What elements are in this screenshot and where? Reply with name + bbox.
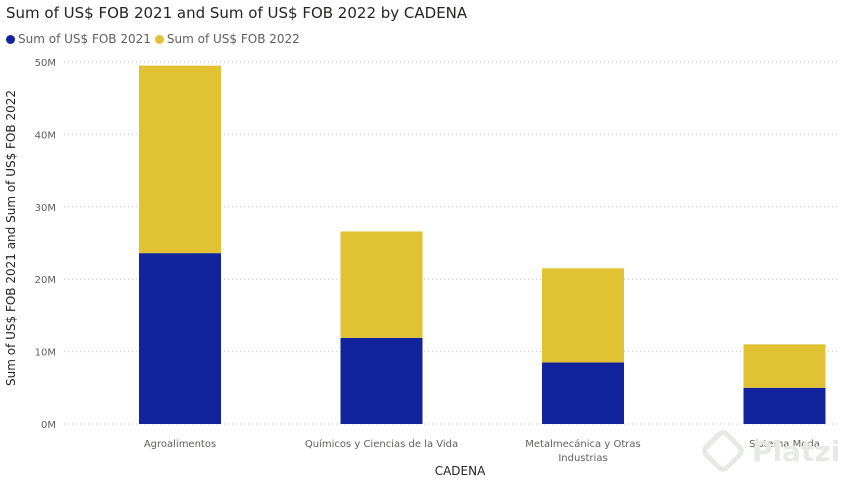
chart-title: Sum of US$ FOB 2021 and Sum of US$ FOB 2… xyxy=(6,4,468,22)
legend-label-fob-2022: Sum of US$ FOB 2022 xyxy=(166,32,300,46)
x-tick-label: Agroalimentos xyxy=(144,439,216,450)
y-tick-label: 40M xyxy=(35,130,56,141)
legend: Sum of US$ FOB 2021 Sum of US$ FOB 2022 xyxy=(6,32,304,46)
y-tick-label: 10M xyxy=(35,348,56,359)
x-tick-label: Metalmecánica y Otras Industrias xyxy=(525,438,640,464)
legend-swatch-fob-2021 xyxy=(6,34,15,44)
x-axis-categories: Agroalimentos Químicos y Ciencias de la V… xyxy=(144,438,820,464)
x-axis-label: CADENA xyxy=(434,464,486,478)
bar-fob-2022-0[interactable] xyxy=(139,65,221,254)
y-axis-ticks: 0M 10M 20M 30M 40M 50M xyxy=(35,58,56,431)
y-tick-label: 20M xyxy=(35,275,56,286)
y-tick-label: 0M xyxy=(41,420,56,431)
x-tick-label: Sistema Moda xyxy=(749,439,820,450)
x-tick-label: Químicos y Ciencias de la Vida xyxy=(305,438,458,450)
legend-item-fob-2021[interactable]: Sum of US$ FOB 2021 xyxy=(6,32,151,46)
bar-fob-2021-0[interactable] xyxy=(139,253,221,424)
bar-fob-2022-1[interactable] xyxy=(340,231,423,338)
bar-fob-2021-1[interactable] xyxy=(340,337,423,424)
y-tick-label: 30M xyxy=(35,203,56,214)
gridlines xyxy=(64,61,840,425)
bar-fob-2022-3[interactable] xyxy=(743,344,826,388)
watermark-text: Platzi xyxy=(752,434,841,468)
legend-swatch-fob-2022 xyxy=(154,34,164,44)
legend-item-fob-2022[interactable]: Sum of US$ FOB 2022 xyxy=(154,32,300,46)
platzi-logo-icon xyxy=(698,426,748,476)
y-tick-label: 50M xyxy=(35,58,56,69)
legend-label-fob-2021: Sum of US$ FOB 2021 xyxy=(18,32,151,46)
bars xyxy=(139,65,826,424)
bar-fob-2022-2[interactable] xyxy=(542,268,624,363)
platzi-watermark: Platzi xyxy=(698,426,841,476)
bar-fob-2021-2[interactable] xyxy=(542,362,624,424)
bar-fob-2021-3[interactable] xyxy=(743,387,826,424)
